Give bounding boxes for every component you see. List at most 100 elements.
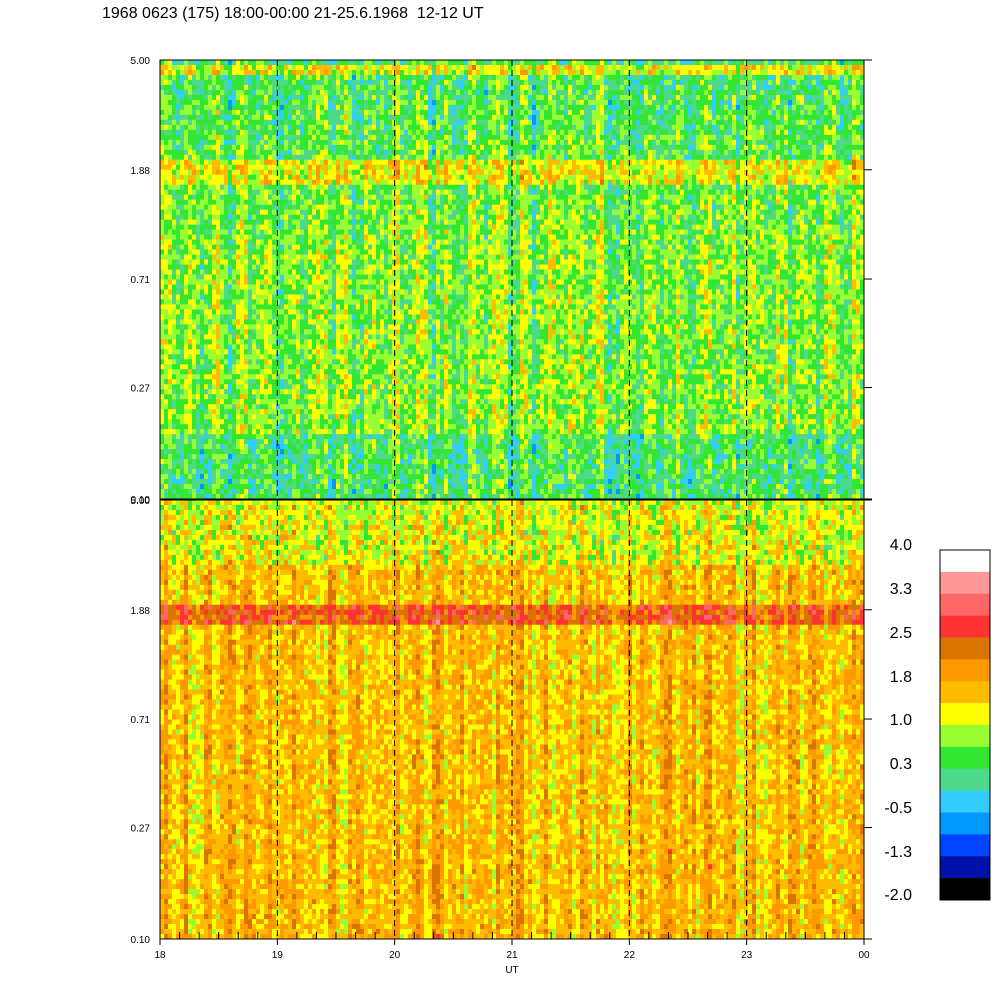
heatmap-cell	[284, 489, 289, 494]
heatmap-cell	[216, 240, 221, 245]
heatmap-cell	[236, 469, 241, 474]
heatmap-cell	[268, 324, 273, 329]
heatmap-cell	[224, 419, 229, 424]
heatmap-cell	[300, 215, 305, 220]
heatmap-cell	[340, 474, 345, 479]
heatmap-cell	[296, 314, 301, 319]
heatmap-cell	[236, 160, 241, 165]
heatmap-cell	[236, 125, 241, 130]
heatmap-cell	[320, 105, 325, 110]
heatmap-cell	[272, 439, 277, 444]
heatmap-cell	[268, 140, 273, 145]
heatmap-cell	[280, 160, 285, 165]
heatmap-cell	[296, 444, 301, 449]
heatmap-cell	[324, 409, 329, 414]
heatmap-cell	[320, 314, 325, 319]
heatmap-cell	[340, 160, 345, 165]
heatmap-cell	[320, 409, 325, 414]
heatmap-cell	[160, 260, 165, 265]
heatmap-cell	[336, 95, 341, 100]
heatmap-cell	[324, 180, 329, 185]
heatmap-cell	[320, 115, 325, 120]
heatmap-cell	[224, 479, 229, 484]
heatmap-cell	[272, 280, 277, 285]
heatmap-cell	[164, 404, 169, 409]
heatmap-cell	[272, 484, 277, 489]
heatmap-cell	[296, 289, 301, 294]
heatmap-cell	[288, 235, 293, 240]
heatmap-cell	[264, 409, 269, 414]
heatmap-cell	[224, 95, 229, 100]
heatmap-cell	[228, 439, 233, 444]
heatmap-cell	[192, 105, 197, 110]
heatmap-cell	[208, 369, 213, 374]
heatmap-cell	[252, 359, 257, 364]
heatmap-cell	[192, 479, 197, 484]
heatmap-cell	[272, 429, 277, 434]
heatmap-cell	[316, 100, 321, 105]
heatmap-cell	[304, 304, 309, 309]
heatmap-cell	[160, 110, 165, 115]
heatmap-cell	[316, 125, 321, 130]
heatmap-cell	[180, 235, 185, 240]
heatmap-cell	[308, 160, 313, 165]
heatmap-cell	[276, 85, 281, 90]
heatmap-cell	[168, 484, 173, 489]
heatmap-cell	[328, 185, 333, 190]
heatmap-cell	[208, 110, 213, 115]
heatmap-cell	[336, 364, 341, 369]
heatmap-cell	[172, 359, 177, 364]
heatmap-cell	[164, 314, 169, 319]
heatmap-cell	[304, 459, 309, 464]
heatmap-cell	[252, 120, 257, 125]
heatmap-cell	[284, 384, 289, 389]
heatmap-cell	[204, 299, 209, 304]
heatmap-cell	[168, 339, 173, 344]
heatmap-cell	[232, 479, 237, 484]
heatmap-cell	[184, 240, 189, 245]
heatmap-cell	[220, 414, 225, 419]
heatmap-cell	[180, 110, 185, 115]
heatmap-cell	[232, 115, 237, 120]
heatmap-cell	[160, 220, 165, 225]
heatmap-cell	[320, 205, 325, 210]
heatmap-cell	[320, 270, 325, 275]
heatmap-cell	[284, 344, 289, 349]
heatmap-cell	[280, 289, 285, 294]
heatmap-cell	[276, 140, 281, 145]
heatmap-cell	[284, 125, 289, 130]
heatmap-cell	[316, 175, 321, 180]
heatmap-cell	[272, 195, 277, 200]
heatmap-cell	[328, 389, 333, 394]
heatmap-cell	[300, 434, 305, 439]
heatmap-cell	[268, 85, 273, 90]
heatmap-cell	[260, 404, 265, 409]
heatmap-cell	[300, 210, 305, 215]
heatmap-cell	[292, 439, 297, 444]
heatmap-cell	[248, 334, 253, 339]
heatmap-cell	[196, 240, 201, 245]
heatmap-cell	[332, 344, 337, 349]
heatmap-cell	[176, 205, 181, 210]
heatmap-cell	[312, 459, 317, 464]
heatmap-cell	[256, 135, 261, 140]
heatmap-cell	[256, 299, 261, 304]
heatmap-cell	[160, 215, 165, 220]
heatmap-cell	[292, 80, 297, 85]
heatmap-cell	[256, 489, 261, 494]
heatmap-cell	[164, 120, 169, 125]
heatmap-cell	[228, 160, 233, 165]
heatmap-cell	[268, 160, 273, 165]
heatmap-cell	[268, 100, 273, 105]
heatmap-cell	[176, 284, 181, 289]
heatmap-cell	[304, 120, 309, 125]
heatmap-cell	[328, 409, 333, 414]
heatmap-cell	[192, 429, 197, 434]
heatmap-cell	[284, 314, 289, 319]
heatmap-cell	[292, 464, 297, 469]
heatmap-cell	[320, 489, 325, 494]
heatmap-cell	[172, 484, 177, 489]
heatmap-cell	[304, 280, 309, 285]
heatmap-cell	[160, 284, 165, 289]
heatmap-cell	[208, 419, 213, 424]
